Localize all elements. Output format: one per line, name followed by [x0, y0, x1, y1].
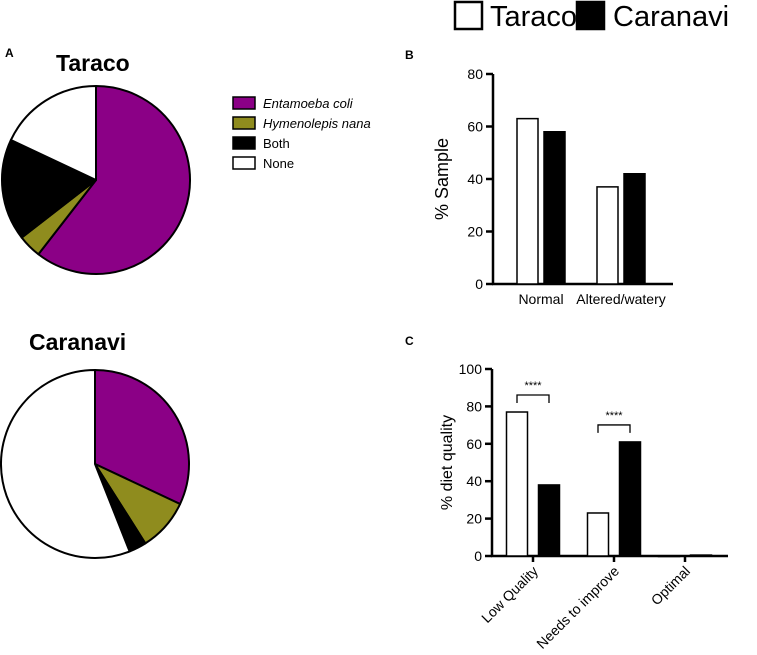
bar-taraco-optimal	[657, 555, 681, 558]
pie-slice-both	[1, 138, 97, 239]
significance-bracket-low-quality	[516, 394, 550, 404]
pie-taraco	[1, 85, 191, 275]
y-tick-label-0: 0	[475, 276, 483, 292]
legend-label-taraco: Taraco	[490, 1, 577, 33]
legend-swatch-taraco	[453, 0, 484, 31]
pie-slice-entamoeba-coli	[37, 85, 191, 275]
significance-bracket-needs-to-improve	[597, 424, 631, 433]
legend-label-both: Both	[263, 136, 290, 151]
legend-label-none: None	[263, 156, 294, 171]
y-axis-label: % Sample	[432, 138, 452, 220]
y-axis-label: % diet quality	[439, 415, 456, 510]
pie-title-taraco: Taraco	[56, 50, 130, 76]
pie-title-caranavi: Caranavi	[29, 329, 126, 355]
legend-label-entamoeba-coli: Entamoeba coli	[263, 96, 354, 111]
y-tick-label-100: 100	[459, 361, 483, 377]
y-tick-label-80: 80	[467, 66, 483, 82]
x-tick-label-optimal: Optimal	[648, 563, 693, 608]
y-tick-label-60: 60	[467, 119, 483, 135]
panel-label-b: B	[405, 48, 414, 62]
pie-slice-entamoeba-coli	[94, 369, 190, 506]
bar-taraco-normal	[516, 117, 539, 285]
pie-legend: Entamoeba coli Hymenolepis nana Both None	[232, 96, 371, 171]
significance-label-low-quality: ****	[524, 380, 542, 392]
bar-caranavi-optimal	[689, 554, 713, 557]
y-tick-label-0: 0	[474, 548, 482, 564]
x-tick-label-altered-watery: Altered/watery	[576, 291, 665, 307]
y-tick-label-20: 20	[466, 511, 482, 527]
bar-taraco-altered-watery	[596, 186, 619, 285]
pie-caranavi	[0, 369, 190, 559]
legend-label-hymenolepis-nana: Hymenolepis nana	[263, 116, 371, 131]
y-tick-label-80: 80	[466, 398, 482, 414]
legend-label-caranavi: Caranavi	[613, 1, 729, 33]
bar-chart-stool: 0 20 40 60 80 % Sample Normal Altered/watery	[432, 66, 673, 307]
pie-slice-none	[9, 85, 97, 181]
legend-swatch-both	[232, 136, 256, 150]
pie-slice-none	[0, 369, 131, 559]
top-legend: Taraco Caranavi	[453, 0, 729, 33]
y-tick-label-20: 20	[467, 224, 483, 240]
legend-swatch-hymenolepis-nana	[232, 116, 256, 130]
panel-label-c: C	[405, 334, 414, 348]
bar-caranavi-altered-watery	[623, 173, 646, 285]
y-tick-label-60: 60	[466, 436, 482, 452]
y-tick-label-40: 40	[467, 171, 483, 187]
x-tick-label-low-quality: Low Quality	[478, 563, 541, 626]
panel-label-a: A	[5, 46, 14, 60]
legend-swatch-none	[232, 156, 256, 170]
bar-taraco-needs-to-improve	[586, 512, 610, 557]
bar-caranavi-normal	[543, 131, 566, 285]
bar-caranavi-low-quality	[537, 484, 561, 557]
x-tick-label-needs-to-improve: Needs to improve	[533, 563, 622, 652]
bar-chart-diet: 0 20 40 60 80 100 % diet quality Low QualityNee…	[439, 361, 728, 652]
legend-swatch-caranavi	[575, 0, 606, 31]
significance-label-needs-to-improve: ****	[605, 410, 623, 422]
x-tick-label-normal: Normal	[518, 291, 563, 307]
y-tick-label-40: 40	[466, 473, 482, 489]
bar-caranavi-needs-to-improve	[618, 441, 642, 557]
legend-swatch-entamoeba-coli	[232, 96, 256, 110]
bar-taraco-low-quality	[505, 411, 529, 557]
